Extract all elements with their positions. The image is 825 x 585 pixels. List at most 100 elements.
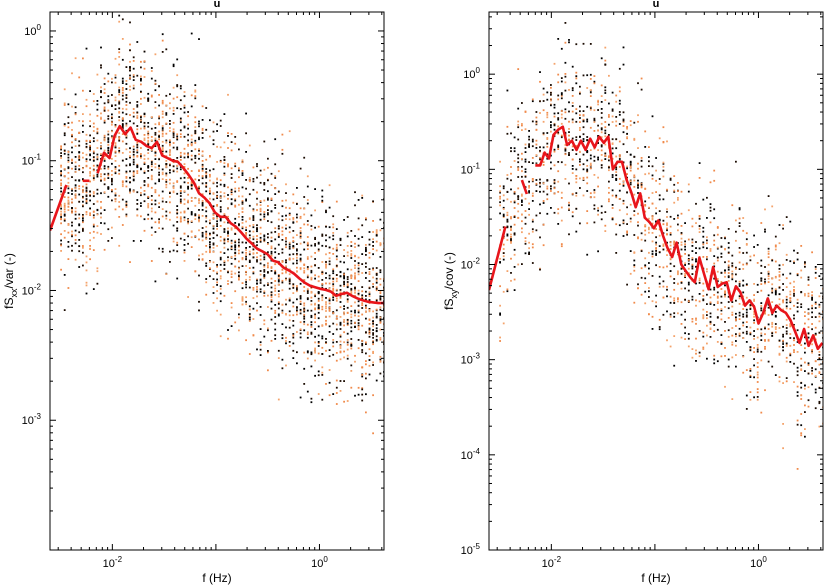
scatter-point <box>604 86 607 89</box>
scatter-point <box>793 362 795 365</box>
scatter-point <box>194 90 197 93</box>
scatter-point <box>749 348 752 350</box>
scatter-point <box>582 194 585 197</box>
scatter-point <box>281 303 284 306</box>
scatter-point <box>589 95 592 97</box>
scatter-point <box>190 211 193 213</box>
scatter-point <box>299 242 302 245</box>
scatter-point <box>209 219 211 222</box>
scatter-point <box>263 235 266 238</box>
scatter-point <box>767 195 770 197</box>
scatter-point <box>303 313 306 316</box>
scatter-point <box>789 344 792 347</box>
scatter-point <box>140 119 142 122</box>
scatter-point <box>252 180 255 183</box>
scatter-point <box>100 86 102 89</box>
scatter-point <box>339 239 342 242</box>
scatter-point <box>626 127 628 130</box>
scatter-point <box>644 264 647 267</box>
scatter-point <box>354 246 356 248</box>
scatter-point <box>796 374 799 377</box>
scatter-point <box>335 297 338 300</box>
scatter-point <box>346 298 349 301</box>
scatter-point <box>303 213 306 216</box>
scatter-point <box>183 91 186 93</box>
scatter-point <box>248 144 251 147</box>
scatter-point <box>368 323 371 325</box>
scatter-point <box>742 268 745 270</box>
scatter-point <box>633 138 636 141</box>
scatter-point <box>303 351 306 354</box>
scatter-point <box>774 288 777 291</box>
scatter-point <box>339 275 342 277</box>
scatter-point <box>742 371 745 374</box>
scatter-point <box>597 176 599 179</box>
scatter-point <box>67 224 70 226</box>
scatter-point <box>121 77 124 80</box>
scatter-point <box>150 176 153 178</box>
scatter-point <box>89 194 91 197</box>
scatter-point <box>800 368 803 371</box>
scatter-point <box>248 204 251 207</box>
scatter-point <box>539 100 541 103</box>
scatter-point <box>194 155 197 157</box>
scatter-point <box>314 302 316 305</box>
scatter-point <box>303 264 306 266</box>
scatter-point <box>742 308 745 310</box>
scatter-point <box>129 77 131 79</box>
scatter-point <box>666 216 668 218</box>
scatter-point <box>807 364 810 366</box>
scatter-point <box>67 209 70 211</box>
scatter-point <box>357 199 360 201</box>
scatter-point <box>129 69 131 72</box>
scatter-point <box>60 205 62 208</box>
scatter-point <box>731 254 734 257</box>
scatter-point <box>179 195 182 197</box>
scatter-point <box>100 212 102 215</box>
scatter-point <box>89 193 91 196</box>
scatter-point <box>143 121 146 124</box>
scatter-point <box>267 197 269 200</box>
scatter-point <box>706 334 708 337</box>
scatter-point <box>230 227 233 230</box>
scatter-point <box>771 323 774 326</box>
scatter-point <box>673 278 676 280</box>
scatter-point <box>306 185 309 188</box>
scatter-point <box>749 326 752 329</box>
scatter-point <box>136 191 139 194</box>
scatter-point <box>136 105 139 108</box>
scatter-point <box>800 303 803 306</box>
scatter-point <box>764 389 766 392</box>
scatter-point <box>593 196 596 199</box>
scatter-point <box>677 271 679 273</box>
scatter-point <box>158 164 160 167</box>
scatter-point <box>655 301 657 304</box>
scatter-point <box>154 101 157 103</box>
scatter-point <box>651 192 654 194</box>
scatter-point <box>317 325 320 328</box>
scatter-point <box>343 285 345 287</box>
scatter-point <box>564 73 567 75</box>
scatter-point <box>658 228 661 231</box>
scatter-point <box>303 302 306 305</box>
scatter-point <box>321 353 324 355</box>
scatter-point <box>227 256 229 259</box>
scatter-point <box>379 298 382 301</box>
scatter-point <box>205 158 208 161</box>
scatter-point <box>263 258 266 261</box>
scatter-point <box>521 102 523 104</box>
scatter-point <box>575 177 578 180</box>
scatter-point <box>209 237 211 240</box>
scatter-point <box>114 96 117 99</box>
scatter-point <box>100 168 102 170</box>
scatter-point <box>796 366 799 369</box>
scatter-point <box>183 147 186 150</box>
scatter-point <box>219 288 222 290</box>
scatter-point <box>165 112 168 114</box>
scatter-point <box>111 77 113 80</box>
scatter-point <box>804 342 806 345</box>
scatter-point <box>63 134 66 137</box>
scatter-point <box>774 328 777 330</box>
scatter-point <box>194 142 197 144</box>
scatter-point <box>720 355 723 358</box>
